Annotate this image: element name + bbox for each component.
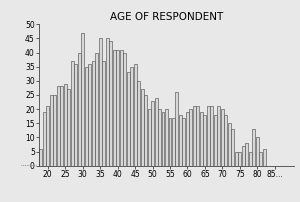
Bar bbox=[218, 106, 220, 166]
Bar bbox=[221, 109, 224, 166]
Bar bbox=[64, 84, 67, 166]
Bar bbox=[256, 137, 259, 166]
Bar bbox=[242, 146, 245, 166]
Bar bbox=[88, 64, 91, 166]
Bar bbox=[134, 64, 136, 166]
Bar bbox=[214, 115, 217, 166]
Bar bbox=[57, 86, 60, 166]
Bar bbox=[231, 129, 234, 166]
Bar bbox=[71, 61, 74, 166]
Bar bbox=[169, 118, 172, 166]
Bar bbox=[144, 95, 147, 166]
Bar bbox=[120, 50, 123, 166]
Bar bbox=[252, 129, 255, 166]
Bar bbox=[172, 118, 175, 166]
Bar bbox=[106, 38, 109, 166]
Bar bbox=[182, 118, 185, 166]
Bar bbox=[158, 109, 161, 166]
Bar bbox=[161, 112, 164, 166]
Bar bbox=[190, 109, 192, 166]
Bar bbox=[53, 95, 56, 166]
Bar bbox=[235, 152, 238, 166]
Bar bbox=[50, 95, 53, 166]
Bar bbox=[95, 53, 98, 166]
Bar bbox=[99, 38, 102, 166]
Bar bbox=[127, 72, 130, 166]
Bar bbox=[151, 101, 154, 166]
Bar bbox=[238, 152, 241, 166]
Bar bbox=[39, 149, 42, 166]
Bar bbox=[137, 81, 140, 166]
Bar bbox=[148, 109, 151, 166]
Bar bbox=[186, 112, 189, 166]
Bar bbox=[102, 61, 105, 166]
Bar bbox=[259, 152, 262, 166]
Bar bbox=[179, 115, 182, 166]
Bar bbox=[154, 98, 158, 166]
Bar bbox=[249, 152, 252, 166]
Bar bbox=[67, 89, 70, 166]
Bar bbox=[141, 89, 143, 166]
Bar bbox=[109, 41, 112, 166]
Bar bbox=[116, 50, 119, 166]
Bar bbox=[74, 64, 77, 166]
Bar bbox=[196, 106, 200, 166]
Bar bbox=[263, 149, 266, 166]
Bar bbox=[245, 143, 248, 166]
Bar bbox=[81, 33, 84, 166]
Bar bbox=[193, 106, 196, 166]
Bar bbox=[224, 115, 227, 166]
Bar bbox=[176, 92, 178, 166]
Bar bbox=[123, 53, 126, 166]
Bar bbox=[43, 112, 46, 166]
Bar bbox=[60, 86, 63, 166]
Bar bbox=[78, 53, 81, 166]
Bar bbox=[210, 106, 213, 166]
Bar bbox=[200, 112, 203, 166]
Bar bbox=[228, 123, 231, 166]
Title: AGE OF RESPONDENT: AGE OF RESPONDENT bbox=[110, 12, 223, 22]
Bar bbox=[46, 106, 49, 166]
Bar bbox=[203, 115, 206, 166]
Bar bbox=[112, 50, 116, 166]
Bar bbox=[130, 67, 133, 166]
Bar bbox=[207, 106, 210, 166]
Bar bbox=[85, 67, 88, 166]
Bar bbox=[92, 61, 94, 166]
Bar bbox=[165, 109, 168, 166]
